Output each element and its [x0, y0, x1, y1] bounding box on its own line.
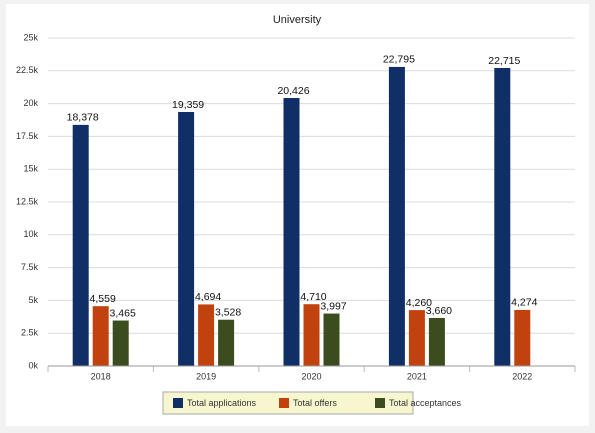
value-label: 22,715 [488, 55, 520, 67]
bar [112, 320, 129, 366]
y-tick-label: 15k [23, 164, 38, 174]
value-label: 4,710 [300, 291, 326, 303]
legend-label: Total acceptances [389, 398, 462, 408]
x-tick-label: 2022 [512, 371, 532, 381]
y-tick-label: 10k [23, 229, 38, 239]
x-tick-label: 2019 [196, 371, 216, 381]
bar [72, 124, 89, 366]
bar [514, 309, 531, 366]
bar [92, 306, 109, 366]
y-tick-label: 2.5k [21, 328, 39, 338]
value-label: 20,426 [277, 85, 309, 97]
x-tick-label: 2018 [91, 371, 111, 381]
y-tick-label: 0k [28, 360, 38, 370]
bar [283, 98, 300, 367]
bar [218, 319, 235, 366]
bar [428, 317, 445, 366]
legend-swatch [375, 398, 385, 408]
y-tick-label: 17.5k [16, 131, 39, 141]
value-label: 22,795 [383, 54, 415, 66]
value-label: 4,274 [511, 297, 537, 309]
legend-label: Total offers [293, 398, 337, 408]
x-tick-label: 2021 [407, 371, 427, 381]
bar [303, 304, 320, 366]
value-label: 4,559 [90, 293, 116, 305]
bar [178, 112, 195, 366]
y-tick-label: 22.5k [16, 65, 39, 75]
value-label: 3,528 [215, 306, 241, 318]
y-tick-label: 12.5k [16, 196, 39, 206]
bar [388, 66, 405, 367]
y-tick-label: 20k [23, 98, 38, 108]
y-tick-label: 25k [23, 32, 38, 42]
legend-swatch [279, 398, 289, 408]
value-label: 4,260 [406, 297, 432, 309]
value-label: 3,660 [426, 305, 452, 317]
x-tick-label: 2020 [301, 371, 321, 381]
bar [323, 313, 340, 366]
value-label: 3,465 [110, 307, 136, 319]
bar [198, 304, 215, 366]
value-label: 3,997 [320, 300, 346, 312]
bar [408, 310, 425, 366]
y-tick-label: 5k [28, 295, 38, 305]
legend-swatch [173, 398, 183, 408]
chart-title: University [273, 14, 322, 26]
y-tick-label: 7.5k [21, 262, 39, 272]
bar [494, 67, 511, 367]
value-label: 19,359 [172, 99, 204, 111]
legend-label: Total applications [187, 398, 257, 408]
value-label: 18,378 [67, 112, 99, 124]
value-label: 4,694 [195, 291, 221, 303]
